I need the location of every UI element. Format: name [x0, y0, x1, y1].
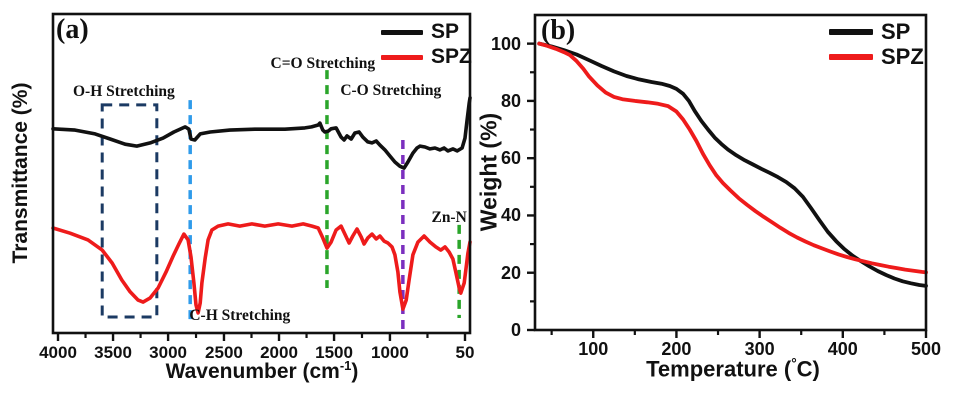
spz-line-swatch [829, 54, 873, 60]
ftir-legend: SP SPZ [381, 21, 472, 68]
ftir-x-axis-label-close: ) [351, 360, 359, 383]
ftir-legend-item-sp: SP [381, 21, 472, 43]
panel-a-label: (a) [56, 14, 89, 45]
tga-legend-label-spz: SPZ [881, 44, 924, 69]
tga-legend-item-sp: SP [829, 21, 924, 43]
tga-legend-label-sp: SP [881, 19, 911, 44]
annotation-ch-stretching: C-H Stretching [189, 307, 291, 325]
ftir-x-axis-label-text: Wavenumber (cm [165, 360, 340, 383]
sp-line-swatch [381, 29, 423, 35]
spz-line-swatch [381, 54, 423, 60]
ftir-legend-item-spz: SPZ [381, 46, 472, 68]
ftir-legend-label-spz: SPZ [431, 45, 472, 68]
annotation-zn-n: Zn-N [431, 208, 467, 226]
tga-legend-item-spz: SPZ [829, 46, 924, 68]
ftir-legend-label-sp: SP [431, 20, 460, 43]
annotation-oh-stretching: O-H Stretching [73, 83, 175, 101]
degree-symbol: ° [791, 356, 797, 371]
tga-y-axis-label: Weight (%) [475, 112, 502, 232]
tga-x-axis-label-text: Temperature ( [646, 356, 792, 382]
tga-legend: SP SPZ [829, 21, 924, 68]
sp-line-swatch [829, 29, 873, 35]
ftir-y-axis-label: Transmittance (%) [9, 82, 32, 264]
annotation-co-double-stretching: C=O Stretching [270, 55, 376, 73]
ftir-x-axis-label-superscript: -1 [339, 358, 352, 373]
tga-x-axis-label: Temperature (°C) [646, 356, 820, 382]
annotation-co-stretching: C-O Stretching [340, 81, 442, 99]
tga-x-axis-label-close: C) [796, 356, 820, 382]
panel-b-label: (b) [541, 15, 576, 46]
ftir-x-axis-label: Wavenumber (cm-1) [166, 358, 359, 384]
